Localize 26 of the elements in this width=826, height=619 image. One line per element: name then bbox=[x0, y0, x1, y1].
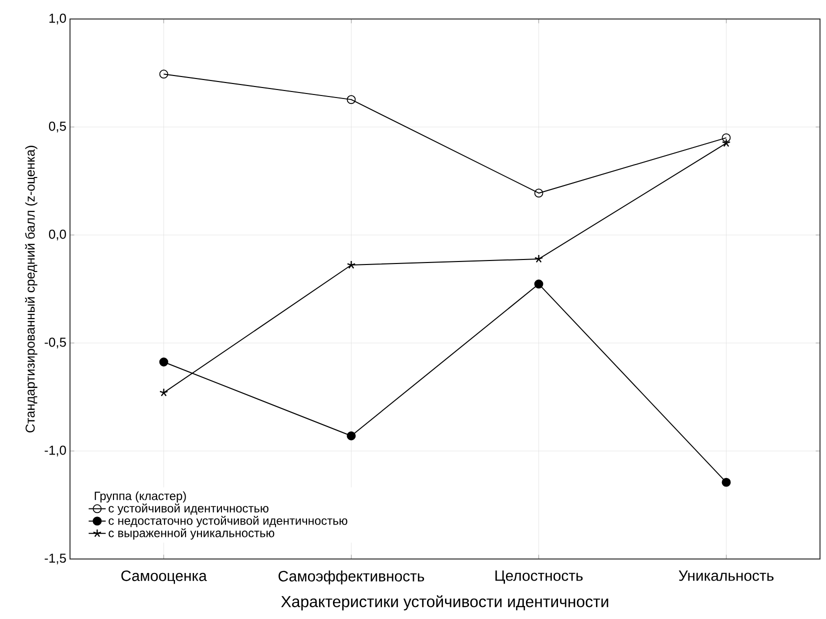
y-tick-label: -0,5 bbox=[44, 338, 66, 348]
legend-title: Группа (кластер) bbox=[94, 491, 186, 503]
point bbox=[534, 254, 544, 263]
x-tick-label: Целостность bbox=[495, 570, 583, 584]
point bbox=[534, 188, 544, 198]
legend-label: с выраженной уникальностью bbox=[108, 528, 274, 540]
y-tick-label: -1,0 bbox=[44, 446, 66, 456]
point bbox=[346, 95, 356, 104]
point bbox=[722, 133, 731, 142]
y-tick-label: 1,0 bbox=[49, 14, 66, 24]
point bbox=[722, 478, 731, 487]
y-tick-label: 0,0 bbox=[48, 230, 66, 240]
point bbox=[159, 70, 168, 79]
legend-label: с недостаточно устойчивой идентичностью bbox=[108, 516, 348, 528]
point bbox=[159, 358, 168, 366]
x-tick-label: Уникальность bbox=[678, 570, 774, 581]
point bbox=[346, 260, 356, 269]
y-axis-title: Стандартизированный средний балл (z-оценка) bbox=[25, 146, 38, 432]
x-tick-label: Самоэффективность bbox=[278, 570, 424, 584]
point bbox=[534, 280, 544, 289]
x-axis-title: Характеристики устойчивости идентичности bbox=[281, 595, 608, 610]
y-tick-label: 0,5 bbox=[48, 122, 66, 132]
y-tick-label: -1,5 bbox=[44, 554, 66, 564]
x-tick-label: Самооценка bbox=[121, 570, 207, 584]
point bbox=[346, 431, 356, 440]
legend-label: с устойчивой идентичностью bbox=[108, 504, 268, 515]
